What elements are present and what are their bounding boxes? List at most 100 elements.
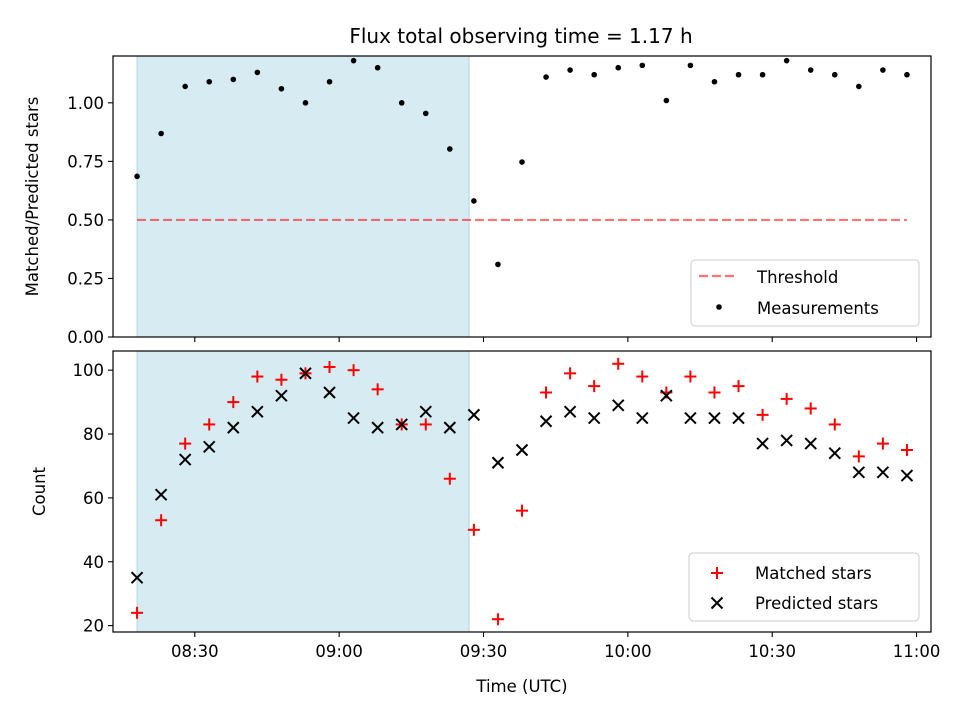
predicted-star-point [299,367,312,380]
x-tick-label: 10:00 [604,642,652,661]
measurement-point [880,67,886,73]
predicted-star-point [900,469,914,482]
top-y-tick-label: 1.00 [67,94,104,113]
matched-star-point [347,364,360,377]
predicted-star-point [419,405,432,418]
matched-star-point [804,402,817,415]
measurement-point [495,261,501,268]
measurement-point [206,78,213,85]
legend-matched-label: Matched stars [755,564,872,583]
matched-star-point [612,357,625,370]
predicted-star-point [491,456,505,469]
x-tick-label: 09:00 [315,642,363,661]
matched-star-point [636,370,649,383]
matched-star-point [900,443,913,456]
predicted-star-point [371,421,384,434]
measurement-point [904,71,910,78]
predicted-star-point [852,466,866,479]
legend-measurements-swatch [716,304,722,310]
predicted-star-point [660,389,673,402]
bottom-y-tick-label: 20 [83,617,104,636]
top-y-tick-label: 0.00 [67,328,104,347]
measurement-point [302,100,309,106]
matched-star-point [275,373,288,386]
measurement-point [663,97,670,104]
legend-measurements-label: Measurements [757,299,879,318]
predicted-star-point [443,421,457,434]
predicted-star-point [708,411,721,425]
matched-star-point [323,360,336,373]
predicted-star-point [587,411,601,425]
predicted-star-point [275,389,288,402]
bottom-y-tick-label: 100 [73,361,105,380]
predicted-star-point [227,421,240,434]
matched-star-point [732,380,745,393]
measurement-points [134,57,910,268]
matched-star-point [491,613,504,626]
bottom-x-ticks: 08:30 09:00 09:30 10:00 10:30 11:00 [171,632,940,661]
measurement-point [759,71,766,78]
bottom-panel: 20 40 60 80 100 08:30 09:00 09:30 10:00 10:30 11:… [30,350,940,696]
measurement-point [543,74,549,80]
legend-threshold-label: Threshold [756,268,838,287]
matched-star-point [564,367,577,380]
legend-predicted-label: Predicted stars [755,594,878,613]
legend-matched-marker [711,567,723,579]
measurement-point [735,71,742,78]
predicted-star-point [780,434,793,447]
measurement-point [278,85,285,92]
top-x-ticks [194,337,918,342]
bottom-y-tick-label: 80 [83,425,104,444]
measurement-point [687,62,694,69]
matched-star-point [179,437,192,450]
bottom-y-ticks: 20 40 60 80 100 [73,361,113,636]
top-y-tick-label: 0.75 [67,152,104,171]
bottom-legend-box [688,552,920,622]
predicted-star-point [612,399,625,412]
matched-star-point [780,392,793,405]
predicted-star-point [347,411,360,425]
measurement-point [471,198,477,204]
measurement-point [182,83,188,90]
matched-stars-points [131,357,913,626]
bottom-legend: Matched stars Predicted stars [688,552,920,622]
measurement-point [711,78,718,85]
matched-star-point [708,386,721,399]
measurement-point [615,64,622,71]
predicted-star-point [154,488,168,501]
measurement-point [326,78,333,85]
bottom-axes-frame [112,350,932,633]
x-tick-label: 10:30 [748,642,796,661]
measurement-point [350,57,357,64]
predicted-stars-points [130,367,914,584]
predicted-star-point [684,411,697,425]
measurement-point [230,76,237,83]
top-panel: 0.00 0.25 0.50 0.75 1.00 Matched/Predicted s… [23,55,932,347]
predicted-star-point [323,386,336,399]
top-y-tick-label: 0.25 [67,269,104,288]
bottom-y-tick-label: 40 [83,553,104,572]
matched-star-point [251,370,264,383]
matched-star-point [540,386,553,399]
predicted-star-point [467,408,481,422]
predicted-star-point [756,437,769,450]
matched-star-point [684,370,697,383]
bottom-y-axis-label: Count [30,466,49,516]
predicted-star-point [203,440,216,454]
matched-star-point [588,380,601,393]
measurement-point [807,67,814,73]
predicted-star-point [876,466,890,479]
predicted-star-point [515,443,529,457]
measurement-point [422,110,429,117]
matched-star-point [876,437,889,450]
top-legend-box [690,259,920,327]
x-tick-label: 11:00 [893,642,941,661]
measurement-point [783,57,790,64]
predicted-star-point [636,411,649,425]
matched-star-point [203,418,216,431]
top-legend: Threshold Measurements [690,259,920,327]
measurement-point [639,62,646,69]
legend-matched-swatch [711,567,723,579]
top-axes-frame [112,55,932,338]
